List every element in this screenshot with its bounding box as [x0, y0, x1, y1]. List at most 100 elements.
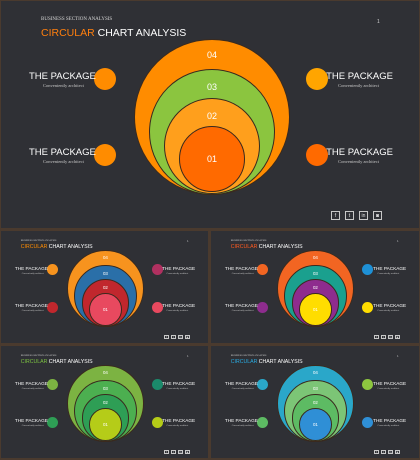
item-subtitle: Conveniently architect [338, 159, 379, 164]
slide-title: CIRCULAR CHART ANALYSIS [231, 359, 303, 365]
item-title: THE PACKAGE [326, 147, 393, 158]
item-subtitle: Conveniently architect [231, 309, 254, 313]
item-title: THE PACKAGE [29, 147, 96, 158]
item-subtitle: Conveniently architect [21, 424, 44, 428]
item-subtitle: Conveniently architect [338, 83, 379, 88]
slide-supertitle: BUSINESS SECTION ANALYSIS [20, 353, 57, 357]
thumbnail-slide-green[interactable]: BUSINESS SECTION ANALYSIS CIRCULAR CHART … [1, 346, 208, 458]
ring-01 [179, 126, 245, 192]
linkedin-icon[interactable]: in [359, 211, 368, 220]
bullet-circle [257, 379, 268, 391]
facebook-icon[interactable]: f [374, 449, 379, 455]
bullet-circle [47, 264, 58, 276]
item-subtitle: Conveniently architect [21, 309, 44, 313]
item-subtitle: Conveniently architect [166, 424, 189, 428]
item-subtitle: Conveniently architect [231, 271, 254, 275]
bullet-circle [47, 379, 58, 391]
twitter-icon[interactable]: t [171, 449, 176, 455]
instagram-icon[interactable]: ◙ [373, 211, 382, 220]
page-number: 1 [187, 354, 189, 358]
item-title: THE PACKAGE [162, 265, 196, 271]
title-rest: CHART ANALYSIS [94, 27, 187, 39]
title-accent: CIRCULAR [41, 27, 95, 39]
ring-number: 04 [206, 50, 217, 60]
main-slide[interactable]: BUSINESS SECTION ANALYSIS CIRCULAR CHART … [1, 1, 419, 228]
item-title: THE PACKAGE [224, 418, 258, 424]
ring-number: 04 [312, 255, 318, 261]
twitter-icon[interactable]: t [381, 449, 386, 455]
ring-number: 02 [312, 400, 318, 406]
ring-number: 01 [312, 421, 318, 427]
item-title: THE PACKAGE [224, 303, 258, 309]
item-title: THE PACKAGE [29, 71, 96, 82]
bullet-circle [151, 379, 163, 391]
item-subtitle: Conveniently architect [377, 424, 400, 428]
ring-number: 02 [102, 400, 108, 406]
facebook-icon[interactable]: f [374, 334, 379, 340]
item-title: THE PACKAGE [373, 265, 407, 271]
bullet-circle [361, 416, 373, 428]
bullet-circle [306, 68, 328, 90]
item-subtitle: Conveniently architect [21, 271, 44, 275]
bullet-circle [94, 144, 116, 166]
facebook-icon[interactable]: f [164, 449, 169, 455]
item-title: THE PACKAGE [162, 418, 196, 424]
slide-supertitle: BUSINESS SECTION ANALYSIS [230, 238, 267, 242]
item-title: THE PACKAGE [14, 303, 48, 309]
page-number: 1 [397, 354, 399, 358]
bullet-circle [361, 379, 373, 391]
linkedin-icon[interactable]: in [388, 449, 393, 455]
slide-supertitle: BUSINESS SECTION ANALYSIS [20, 238, 57, 242]
ring-number: 03 [102, 386, 108, 392]
title-rest: CHART ANALYSIS [257, 243, 303, 250]
linkedin-icon[interactable]: in [388, 334, 393, 340]
ring-number: 01 [102, 421, 108, 427]
item-subtitle: Conveniently architect [43, 159, 84, 164]
title-accent: CIRCULAR [20, 358, 48, 365]
ring-number: 01 [312, 306, 318, 312]
thumbnail-slide-purple[interactable]: BUSINESS SECTION ANALYSIS CIRCULAR CHART … [211, 231, 419, 343]
item-title: THE PACKAGE [14, 418, 48, 424]
ring-number: 04 [102, 370, 108, 376]
title-accent: CIRCULAR [230, 243, 258, 250]
thumbnail-slide-blue[interactable]: BUSINESS SECTION ANALYSIS CIRCULAR CHART … [211, 346, 419, 458]
item-title: THE PACKAGE [373, 418, 407, 424]
slide-supertitle: BUSINESS SECTION ANALYSIS [230, 353, 267, 357]
title-rest: CHART ANALYSIS [47, 243, 93, 250]
instagram-icon[interactable]: ◙ [185, 449, 190, 455]
linkedin-icon[interactable]: in [178, 334, 183, 340]
twitter-icon[interactable]: t [345, 211, 354, 220]
item-title: THE PACKAGE [14, 265, 48, 271]
bullet-circle [361, 264, 373, 276]
title-rest: CHART ANALYSIS [47, 358, 93, 365]
twitter-icon[interactable]: t [171, 334, 176, 340]
ring-number: 01 [102, 306, 108, 312]
ring-01 [89, 292, 122, 326]
facebook-icon[interactable]: f [331, 211, 340, 220]
ring-number: 03 [312, 271, 318, 277]
bullet-circle [257, 416, 268, 428]
item-title: THE PACKAGE [162, 380, 196, 386]
item-subtitle: Conveniently architect [377, 386, 400, 390]
instagram-icon[interactable]: ◙ [185, 334, 190, 340]
item-title: THE PACKAGE [162, 303, 196, 309]
twitter-icon[interactable]: t [381, 334, 386, 340]
instagram-icon[interactable]: ◙ [395, 334, 400, 340]
instagram-icon[interactable]: ◙ [395, 449, 400, 455]
page-number: 1 [377, 19, 380, 25]
item-title: THE PACKAGE [224, 265, 258, 271]
title-accent: CIRCULAR [20, 243, 48, 250]
item-subtitle: Conveniently architect [377, 309, 400, 313]
thumbnail-slide-red[interactable]: BUSINESS SECTION ANALYSIS CIRCULAR CHART … [1, 231, 208, 343]
ring-number: 03 [102, 271, 108, 277]
item-subtitle: Conveniently architect [166, 309, 189, 313]
slide-supertitle: BUSINESS SECTION ANALYSIS [41, 17, 113, 22]
linkedin-icon[interactable]: in [178, 449, 183, 455]
ring-number: 02 [206, 111, 217, 121]
slide-title: CIRCULAR CHART ANALYSIS [41, 27, 186, 39]
ring-number: 02 [312, 285, 318, 291]
item-subtitle: Conveniently architect [231, 424, 254, 428]
item-subtitle: Conveniently architect [166, 386, 189, 390]
bullet-circle [257, 301, 268, 313]
facebook-icon[interactable]: f [164, 334, 169, 340]
